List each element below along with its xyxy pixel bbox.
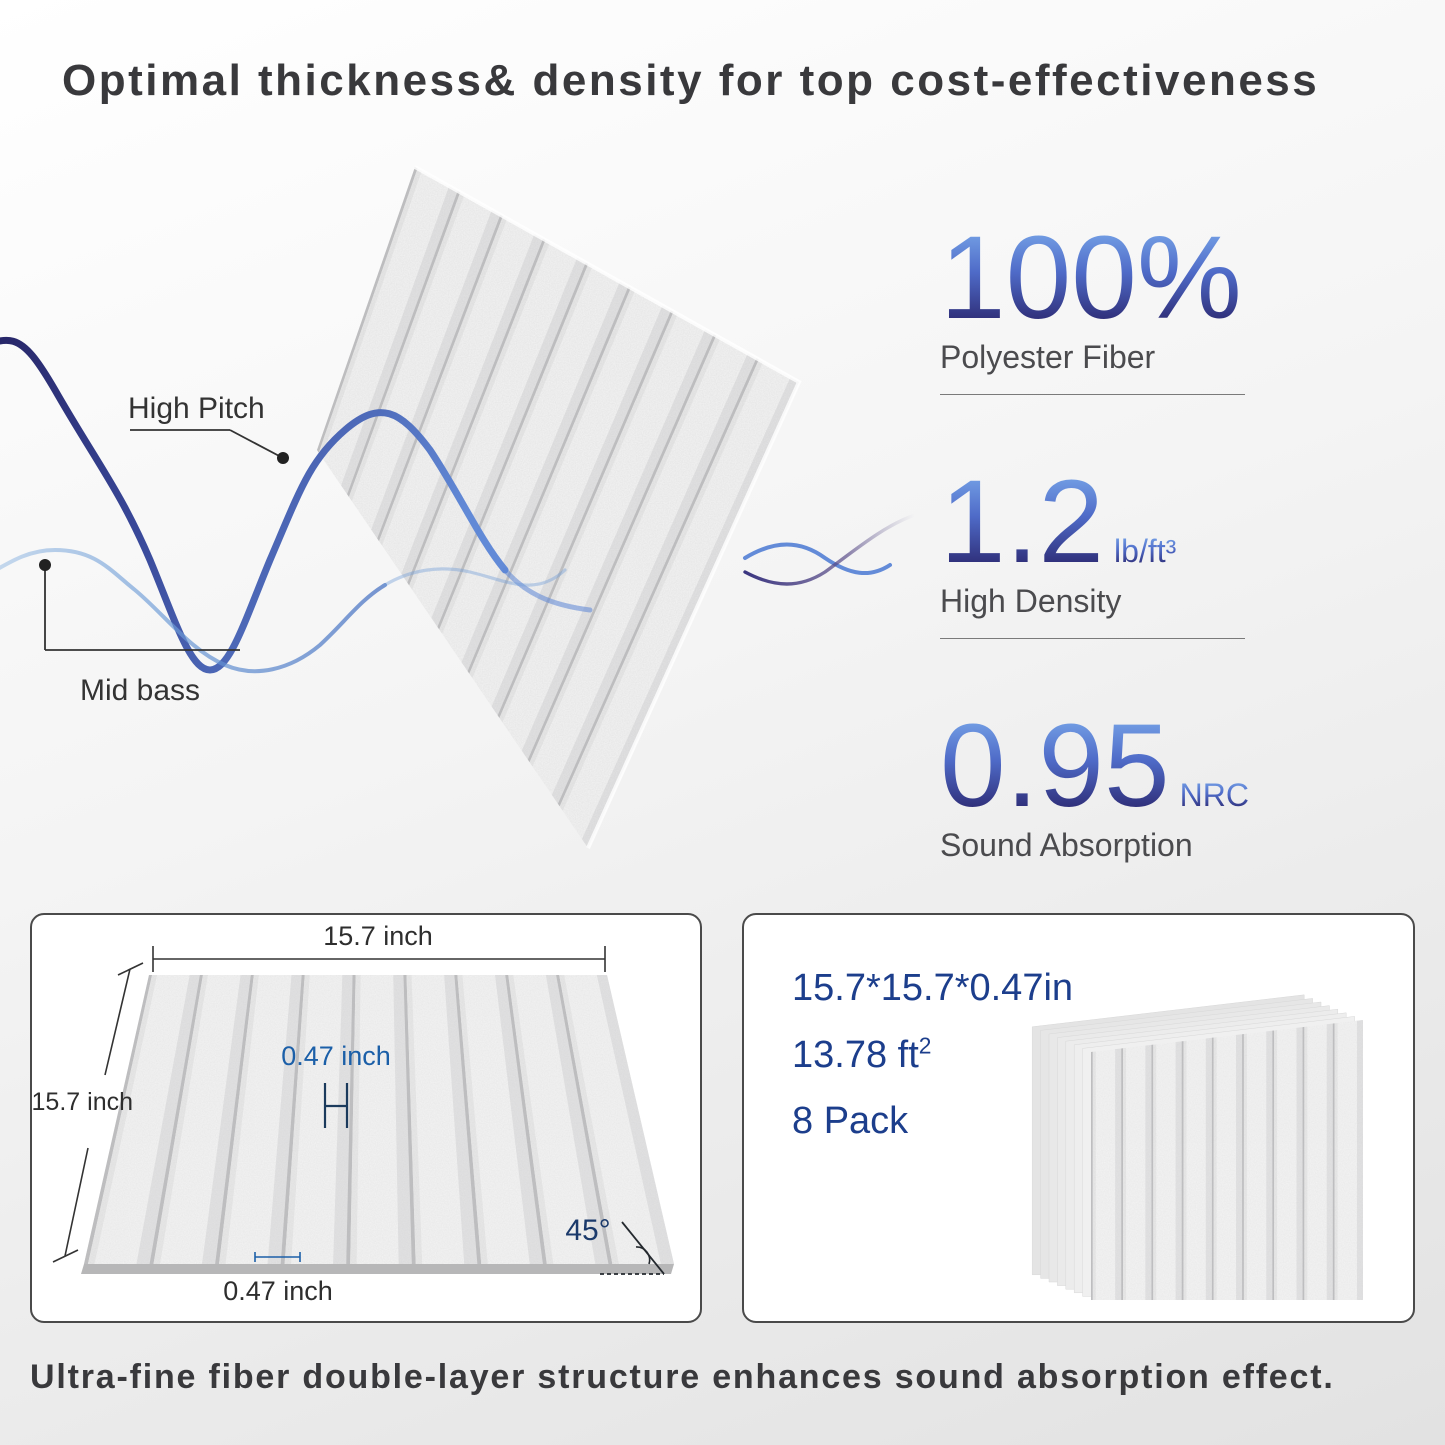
svg-text:45°: 45° (565, 1214, 610, 1247)
svg-text:15.7 inch: 15.7 inch (323, 921, 433, 951)
svg-text:15.7 inch: 15.7 inch (32, 1088, 133, 1116)
svg-text:0.47 inch: 0.47 inch (223, 1276, 333, 1306)
svg-text:0.47 inch: 0.47 inch (281, 1041, 391, 1071)
